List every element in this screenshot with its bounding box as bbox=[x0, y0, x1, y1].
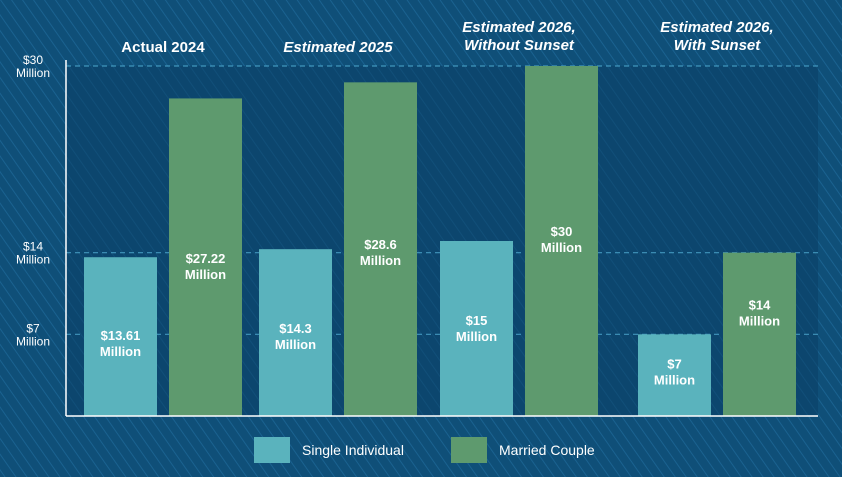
bar-single-individual bbox=[84, 257, 157, 416]
category-title: Estimated 2026, With Sunset bbox=[660, 19, 773, 54]
legend-swatch bbox=[254, 437, 290, 463]
bar-value-label: $14 Million bbox=[739, 298, 780, 329]
category-title: Estimated 2026, Without Sunset bbox=[462, 19, 575, 54]
legend-swatch bbox=[451, 437, 487, 463]
bar-married-couple bbox=[344, 82, 417, 416]
bar-married-couple bbox=[723, 252, 796, 416]
bar-married-couple bbox=[525, 66, 598, 416]
bar-value-label: $7 Million bbox=[654, 356, 695, 387]
bar-single-individual bbox=[638, 334, 711, 416]
legend-label: Single Individual bbox=[302, 442, 404, 458]
bar-value-label: $27.22 Million bbox=[185, 251, 226, 282]
bar-value-label: $15 Million bbox=[456, 313, 497, 344]
bar-single-individual bbox=[440, 241, 513, 416]
bar-value-label: $30 Million bbox=[541, 224, 582, 255]
bar-value-label: $13.61 Million bbox=[100, 328, 141, 359]
category-title: Estimated 2025 bbox=[283, 39, 393, 56]
category-title: Actual 2024 bbox=[121, 39, 205, 56]
y-tick-label: $30 Million bbox=[16, 53, 50, 80]
y-tick-label: $7 Million bbox=[16, 321, 50, 348]
bar-single-individual bbox=[259, 249, 332, 416]
bar-value-label: $28.6 Million bbox=[360, 237, 401, 268]
bar-value-label: $14.3 Million bbox=[275, 321, 316, 352]
legend-label: Married Couple bbox=[499, 442, 595, 458]
bar-married-couple bbox=[169, 98, 242, 416]
y-tick-label: $14 Million bbox=[16, 240, 50, 267]
